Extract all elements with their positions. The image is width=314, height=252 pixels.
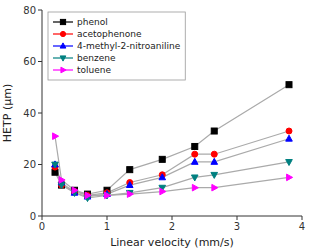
- point-marker: [104, 193, 111, 199]
- y-tick-label: 60: [23, 56, 36, 67]
- point-marker: [286, 160, 293, 166]
- legend-label: benzene: [77, 53, 116, 63]
- point-marker: [127, 191, 133, 198]
- legend: phenol acetophenone 4-methyl-2-nitroanilin…: [48, 12, 185, 80]
- series-line: [55, 131, 289, 195]
- y-axis-label: HETP (μm): [1, 84, 14, 142]
- point-marker: [211, 172, 218, 178]
- point-marker: [160, 188, 166, 195]
- y-tick: [38, 10, 42, 11]
- series-line: [55, 162, 289, 198]
- y-tick: [38, 164, 42, 165]
- point-marker: [126, 190, 133, 196]
- point-marker: [287, 174, 293, 181]
- legend-handle-marker: [60, 43, 66, 48]
- point-marker: [211, 151, 217, 157]
- x-tick: [237, 216, 238, 220]
- x-axis-label: Linear velocity (mm/s): [110, 236, 234, 249]
- point-marker: [192, 184, 198, 191]
- point-marker: [212, 184, 218, 191]
- legend-label: acetophenone: [77, 29, 142, 39]
- point-marker: [159, 156, 165, 162]
- series-line: [55, 85, 289, 194]
- legend-handle-marker: [60, 56, 66, 61]
- legend-label: 4-methyl-2-nitroaniline: [77, 41, 181, 51]
- plot-area: [52, 82, 293, 202]
- y-tick-label: 20: [23, 159, 36, 170]
- legend-frame: [48, 12, 185, 80]
- point-marker: [159, 174, 166, 180]
- x-tick: [172, 216, 173, 220]
- point-marker: [191, 158, 198, 164]
- legend-handle-marker: [60, 31, 65, 36]
- y-tick: [38, 61, 42, 62]
- point-marker: [126, 182, 133, 188]
- chart-container: 01234020406080Linear velocity (mm/s)HETP…: [0, 0, 314, 252]
- y-tick: [38, 216, 42, 217]
- point-marker: [286, 128, 292, 134]
- x-tick-label: 3: [234, 221, 240, 232]
- y-tick-label: 40: [23, 108, 36, 119]
- point-marker: [52, 162, 59, 168]
- y-tick-label: 0: [30, 211, 36, 222]
- x-tick: [42, 216, 43, 220]
- point-marker: [72, 187, 78, 194]
- x-tick-label: 1: [104, 221, 110, 232]
- point-marker: [105, 192, 111, 199]
- x-tick-label: 0: [39, 221, 45, 232]
- legend-handle-marker: [60, 19, 65, 24]
- point-marker: [192, 143, 198, 149]
- y-tick-label: 80: [23, 5, 36, 16]
- legend-label: phenol: [77, 17, 108, 27]
- point-marker: [191, 175, 198, 181]
- y-tick: [38, 113, 42, 114]
- point-marker: [59, 177, 65, 184]
- legend-handle-marker: [61, 67, 66, 73]
- legend-label: toluene: [77, 65, 111, 75]
- point-marker: [286, 82, 292, 88]
- point-marker: [85, 192, 91, 199]
- point-marker: [127, 167, 133, 173]
- point-marker: [211, 158, 218, 164]
- point-marker: [53, 133, 59, 140]
- point-marker: [192, 151, 198, 157]
- x-tick: [107, 216, 108, 220]
- series-line: [55, 136, 289, 195]
- x-tick-label: 2: [169, 221, 175, 232]
- chart-svg: 01234020406080Linear velocity (mm/s)HETP…: [0, 0, 314, 252]
- point-marker: [211, 128, 217, 134]
- x-tick: [302, 216, 303, 220]
- x-tick-label: 4: [299, 221, 305, 232]
- point-marker: [286, 135, 293, 141]
